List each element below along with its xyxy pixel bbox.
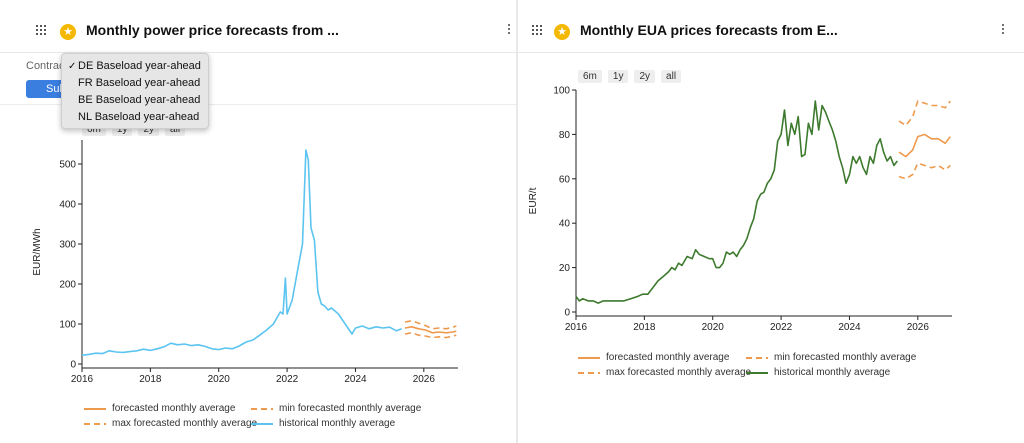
option-label: BE Baseload year-ahead [78,94,201,106]
star-icon[interactable]: ★ [554,24,570,40]
option-label: DE Baseload year-ahead [78,60,201,72]
series-line-historical-monthly-average [81,149,402,356]
legend-min: min forecasted monthly average [251,403,421,414]
y-tick-label: 200 [59,280,76,291]
legend-min: min forecasted monthly average [746,352,916,363]
legend-forecast: forecasted monthly average [84,403,235,414]
panel-title: Monthly power price forecasts from ... [86,22,339,38]
panel-title: Monthly EUA prices forecasts from E... [580,22,838,38]
series-line-forecasted-monthly-average [404,325,457,334]
y-tick-label: 300 [59,240,76,251]
x-tick-label: 2024 [838,322,861,333]
y-tick-label: 40 [559,219,571,230]
legend-historical: historical monthly average [746,367,890,378]
eua-price-panel: ★ Monthly EUA prices forecasts from E...… [518,0,1024,443]
legend-historical: historical monthly average [251,418,395,429]
eua-price-chart: 0 20 40 60 80 100 2016 2018 2020 2022 2024 2026 EUR/… [528,86,952,333]
star-icon[interactable]: ★ [60,24,76,40]
y-tick-label: 500 [59,160,76,171]
y-tick-label: 20 [559,263,571,274]
more-options-icon[interactable] [507,24,511,38]
y-tick-label: 80 [559,130,571,141]
dropdown-option[interactable]: NL Baseload year-ahead [68,111,199,123]
x-tick-label: 2022 [276,374,299,385]
y-tick-label: 60 [559,174,571,185]
range-selector: 6m 1y 2y all [578,70,682,83]
contract-dropdown-menu: ✓ DE Baseload year-ahead FR Baseload year… [61,53,209,129]
legend-label: max forecasted monthly average [112,418,258,429]
range-all-button[interactable]: all [661,70,682,83]
series-line-forecasted-monthly-average [898,133,951,158]
option-label: NL Baseload year-ahead [78,111,200,123]
legend-label: max forecasted monthly average [606,367,752,378]
legend-label: forecasted monthly average [112,403,236,414]
x-tick-label: 2018 [139,374,162,385]
x-tick-label: 2016 [71,374,94,385]
series-line-min-forecasted-monthly-average [404,331,457,339]
power-price-chart: 0 100 200 300 400 500 2016 2018 2020 2022 2024 2026… [32,140,458,385]
drag-handle-icon[interactable] [36,25,46,35]
legend-max: max forecasted monthly average [84,418,257,429]
divider [0,104,516,105]
power-price-panel: ★ Monthly power price forecasts from ...… [0,0,516,429]
x-tick-label: 2020 [702,322,725,333]
legend-label: forecasted monthly average [606,352,730,363]
y-tick-label: 100 [59,320,76,331]
y-axis-label: EUR/MWh [32,228,43,275]
x-tick-label: 2020 [208,374,231,385]
legend-label: historical monthly average [279,418,396,429]
legend-label: historical monthly average [774,367,891,378]
checkmark-icon: ✓ [68,61,77,72]
series-line-max-forecasted-monthly-average [898,100,951,127]
legend-max: max forecasted monthly average [578,367,751,378]
range-6m-button[interactable]: 6m [578,70,602,83]
option-label: FR Baseload year-ahead [78,77,201,89]
dropdown-option[interactable]: ✓ DE Baseload year-ahead [68,60,201,72]
legend-forecast: forecasted monthly average [578,352,729,363]
range-2y-button[interactable]: 2y [634,70,656,83]
drag-handle-icon[interactable] [532,25,542,35]
dropdown-option[interactable]: FR Baseload year-ahead [68,77,200,89]
panel-header: ★ Monthly power price forecasts from ... [0,0,516,53]
x-tick-label: 2016 [565,322,588,333]
y-tick-label: 400 [59,200,76,211]
range-1y-button[interactable]: 1y [607,70,629,83]
series-line-historical-monthly-average [575,100,898,304]
legend-label: min forecasted monthly average [774,352,917,363]
panel-divider [516,0,518,443]
x-tick-label: 2022 [770,322,793,333]
x-tick-label: 2024 [344,374,367,385]
x-tick-label: 2026 [413,374,436,385]
x-tick-label: 2018 [633,322,656,333]
y-tick-label: 0 [70,360,76,371]
more-options-icon[interactable] [1001,24,1005,38]
dropdown-option[interactable]: BE Baseload year-ahead [68,94,200,106]
panel-header: ★ Monthly EUA prices forecasts from E... [518,0,1024,53]
series-line-min-forecasted-monthly-average [898,162,951,180]
legend-label: min forecasted monthly average [279,403,422,414]
contract-label: Contrac [26,60,65,72]
y-axis-label: EUR/t [528,187,539,214]
y-tick-label: 0 [564,308,570,319]
x-tick-label: 2026 [907,322,930,333]
y-tick-label: 100 [553,86,570,97]
